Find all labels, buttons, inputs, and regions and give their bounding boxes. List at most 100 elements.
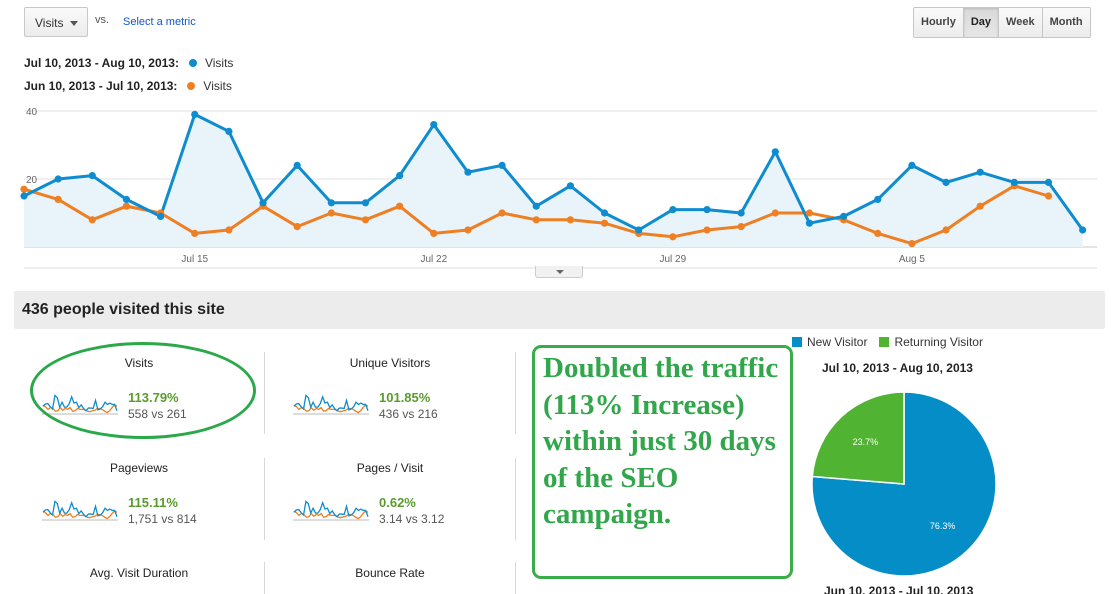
data-point-previous (771, 209, 779, 217)
data-point-previous (498, 209, 506, 217)
tile-compare-unique-visitors: 436 vs 216 (379, 407, 438, 421)
data-point-current (771, 148, 779, 156)
series-area-current (24, 114, 1083, 248)
legend-series-current: Visits (204, 56, 234, 70)
data-point-previous (566, 216, 575, 224)
data-point-previous (942, 226, 950, 234)
legend-range-previous: Jun 10, 2013 - Jul 10, 2013: (24, 79, 178, 93)
period-toggle-group: Hourly Day Week Month (913, 7, 1091, 38)
data-point-current (1010, 178, 1018, 186)
tile-divider (515, 458, 516, 540)
data-point-current (532, 202, 540, 210)
x-tick-label: Jul 29 (660, 254, 687, 265)
data-point-previous (191, 229, 199, 237)
pie-slice-new-visitor (811, 391, 997, 577)
select-metric-link[interactable]: Select a metric (123, 16, 196, 28)
pie-legend-returning-visitor: Returning Visitor (879, 335, 983, 349)
pie-legend: New Visitor Returning Visitor (792, 335, 995, 349)
sparkline-unique-visitors (293, 394, 369, 415)
data-point-current (259, 199, 267, 207)
chevron-down-icon (70, 21, 78, 26)
y-tick-label: 20 (26, 175, 38, 186)
data-point-previous (225, 226, 233, 234)
data-point-previous (464, 226, 472, 234)
tile-divider (515, 562, 516, 594)
data-point-current (1079, 226, 1087, 234)
data-point-current (54, 175, 62, 183)
tile-compare-pageviews: 1,751 vs 814 (128, 512, 197, 526)
data-point-previous (54, 195, 62, 203)
data-point-current (20, 192, 28, 200)
data-point-previous (88, 216, 96, 224)
data-point-previous (1044, 192, 1053, 200)
week-button[interactable]: Week (998, 8, 1042, 37)
tile-title-pages-per-visit: Pages / Visit (356, 461, 424, 475)
tile-compare-pages-per-visit: 3.14 vs 3.12 (379, 512, 445, 526)
tile-pct-unique-visitors: 101.85% (379, 390, 431, 405)
data-point-previous (430, 229, 438, 237)
month-button[interactable]: Month (1041, 8, 1090, 37)
tile-title-bounce-rate: Bounce Rate (355, 566, 425, 580)
tile-divider (264, 458, 265, 540)
data-point-current (874, 195, 882, 203)
summary-header-band (14, 291, 1105, 329)
pie-legend-label: New Visitor (807, 335, 868, 349)
sparkline-current (42, 500, 118, 518)
data-point-previous (805, 209, 814, 217)
data-point-current (293, 161, 301, 169)
tile-title-avg-visit-duration: Avg. Visit Duration (89, 566, 189, 580)
blue-square-icon (792, 337, 802, 347)
data-point-previous (20, 185, 28, 193)
data-point-previous (976, 202, 984, 210)
data-point-current (942, 178, 950, 186)
data-point-current (122, 195, 131, 203)
sparkline-current (293, 500, 369, 518)
legend-series-previous: Visits (203, 79, 232, 93)
hourly-button[interactable]: Hourly (914, 8, 963, 37)
metric-dropdown[interactable]: Visits (24, 7, 88, 37)
data-point-current (566, 182, 575, 190)
metric-dropdown-value: Visits (35, 16, 64, 30)
summary-title: 436 people visited this site (22, 301, 225, 318)
tile-title-pageviews: Pageviews (109, 461, 169, 475)
data-point-previous (908, 240, 916, 248)
data-point-current (498, 161, 506, 169)
data-point-previous (293, 223, 301, 231)
sparkline-previous (293, 510, 369, 520)
sparkline-pageviews (42, 500, 118, 521)
data-point-previous (532, 216, 540, 224)
sparkline-pages-per-visit (293, 500, 369, 521)
vs-label: vs. (95, 14, 110, 26)
chart-collapse-handle[interactable] (535, 266, 583, 278)
data-point-current (361, 199, 370, 207)
y-tick-label: 40 (26, 107, 38, 118)
day-button[interactable]: Day (962, 8, 999, 37)
orange-dot-icon (187, 82, 196, 90)
caret-down-icon (556, 270, 564, 274)
pie-slice-label: 23.7% (853, 437, 879, 447)
data-point-current (1044, 178, 1053, 186)
data-point-current (600, 209, 609, 217)
data-point-current (191, 110, 199, 118)
visitor-type-pie-chart: 76.3% 23.7% (811, 391, 997, 577)
legend-current-period: Jul 10, 2013 - Aug 10, 2013: Visits (24, 56, 233, 70)
data-point-current (157, 212, 165, 220)
legend-range-current: Jul 10, 2013 - Aug 10, 2013: (24, 56, 179, 70)
data-point-previous (396, 202, 404, 210)
tile-pct-pages-per-visit: 0.62% (379, 495, 416, 510)
tile-pct-pageviews: 115.11% (128, 495, 178, 510)
data-point-current (396, 172, 404, 180)
data-point-current (669, 206, 677, 214)
callout-box (532, 345, 793, 579)
data-point-current (840, 212, 848, 220)
data-point-current (327, 199, 335, 207)
green-square-icon (879, 337, 890, 347)
callout-text: Doubled the traffic (113% Increase) with… (543, 352, 779, 530)
pie-slice-label: 76.3% (930, 521, 956, 531)
x-tick-label: Aug 5 (899, 254, 926, 265)
tile-values-pageviews: 115.11% 1,751 vs 814 (128, 495, 197, 526)
tile-title-unique-visitors: Unique Visitors (349, 356, 431, 370)
blue-dot-icon (188, 59, 197, 67)
data-point-previous (122, 202, 131, 210)
series-line-current (23, 112, 1084, 232)
